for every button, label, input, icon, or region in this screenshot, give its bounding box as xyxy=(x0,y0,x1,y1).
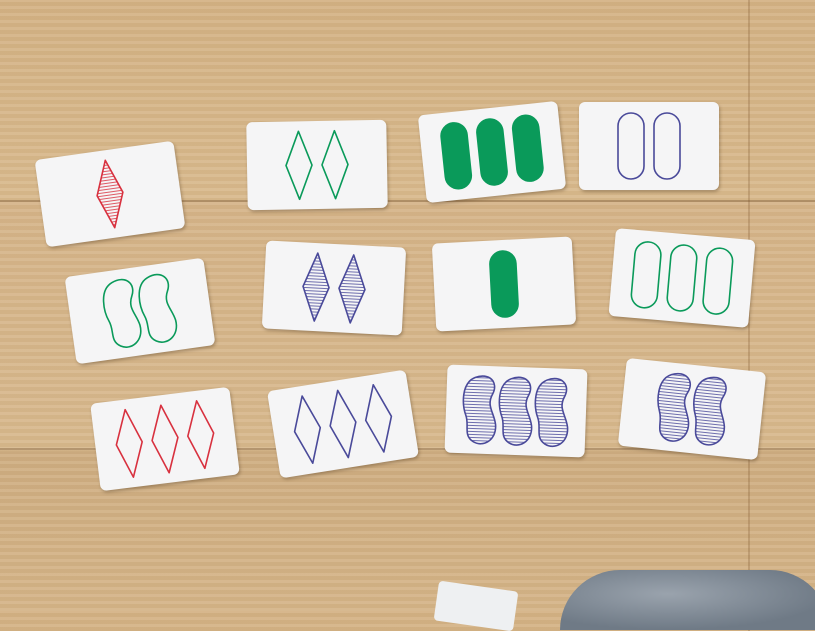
set-card[interactable] xyxy=(34,140,186,248)
diamond-symbol xyxy=(151,404,179,474)
set-card[interactable] xyxy=(444,364,588,458)
set-card[interactable] xyxy=(579,102,719,190)
oval-symbol xyxy=(617,112,645,180)
card-face xyxy=(293,383,393,465)
card-face xyxy=(285,129,349,201)
diamond-symbol xyxy=(293,395,322,465)
set-card[interactable] xyxy=(417,100,567,204)
squiggle-symbol xyxy=(498,376,533,446)
diamond-symbol xyxy=(329,389,357,459)
oval-symbol xyxy=(630,241,662,309)
diamond-symbol xyxy=(187,400,215,470)
set-card[interactable] xyxy=(64,257,216,365)
oval-symbol xyxy=(511,114,544,182)
card-face xyxy=(630,241,734,315)
set-card[interactable] xyxy=(261,240,407,336)
partial-card xyxy=(433,580,519,631)
squiggle-symbol xyxy=(138,273,178,343)
set-card[interactable] xyxy=(246,119,388,211)
oval-symbol xyxy=(666,244,698,312)
oval-symbol xyxy=(653,112,681,180)
card-face xyxy=(102,273,178,348)
card-face xyxy=(96,159,124,229)
set-card[interactable] xyxy=(90,386,240,492)
card-face xyxy=(489,250,519,318)
squiggle-symbol xyxy=(693,376,727,446)
sock xyxy=(560,570,815,630)
floor-plank-seam xyxy=(0,200,815,202)
set-card[interactable] xyxy=(608,228,756,328)
card-face xyxy=(617,112,681,180)
diamond-symbol xyxy=(302,252,330,322)
squiggle-symbol xyxy=(657,372,692,442)
squiggle-symbol xyxy=(462,375,497,445)
set-card[interactable] xyxy=(431,236,577,332)
diamond-symbol xyxy=(285,130,313,201)
card-face xyxy=(302,252,366,324)
squiggle-symbol xyxy=(534,377,569,448)
diamond-symbol xyxy=(96,159,124,229)
oval-symbol xyxy=(440,122,473,190)
squiggle-symbol xyxy=(102,278,142,348)
oval-symbol xyxy=(702,247,734,315)
diamond-symbol xyxy=(321,129,349,200)
card-face xyxy=(462,375,569,448)
diamond-symbol xyxy=(338,254,366,324)
card-face xyxy=(440,114,544,190)
diamond-symbol xyxy=(115,408,143,478)
set-card[interactable] xyxy=(617,357,767,461)
set-card[interactable] xyxy=(266,369,420,479)
oval-symbol xyxy=(489,250,519,318)
diamond-symbol xyxy=(364,383,393,453)
card-face xyxy=(657,372,727,446)
card-face xyxy=(115,400,215,478)
oval-symbol xyxy=(476,118,508,186)
